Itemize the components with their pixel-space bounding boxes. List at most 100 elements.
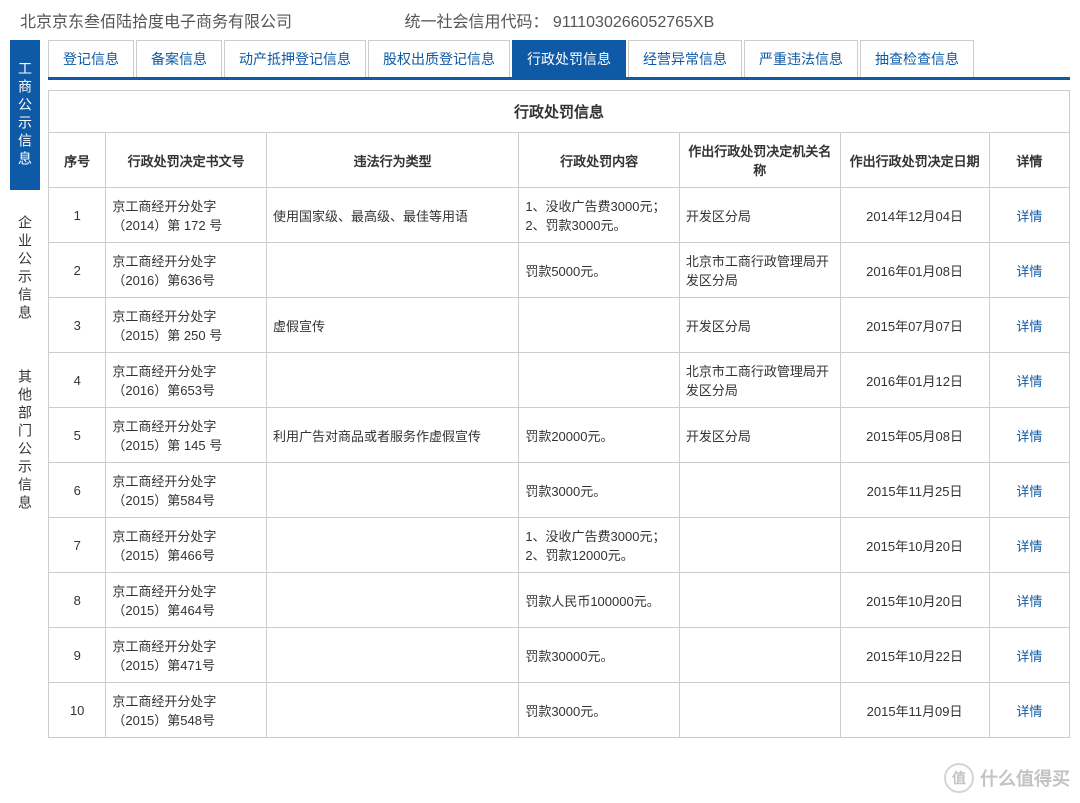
cell-org (679, 518, 840, 573)
detail-link[interactable]: 详情 (1016, 594, 1042, 609)
cell-org (679, 573, 840, 628)
tab-7[interactable]: 抽查检查信息 (860, 40, 974, 77)
tab-2[interactable]: 动产抵押登记信息 (224, 40, 366, 77)
table-row: 10京工商经开分处字（2015）第548号罚款3000元。2015年11月09日… (49, 683, 1070, 738)
detail-link[interactable]: 详情 (1016, 264, 1042, 279)
detail-link[interactable]: 详情 (1016, 484, 1042, 499)
cell-detail: 详情 (989, 573, 1069, 628)
cell-detail: 详情 (989, 518, 1069, 573)
cell-no: 4 (49, 353, 106, 408)
col-header-6: 详情 (989, 133, 1069, 188)
table-row: 4京工商经开分处字（2016）第653号北京市工商行政管理局开发区分局2016年… (49, 353, 1070, 408)
cell-detail: 详情 (989, 188, 1069, 243)
cell-org: 开发区分局 (679, 188, 840, 243)
cell-date: 2015年11月25日 (840, 463, 989, 518)
detail-link[interactable]: 详情 (1016, 319, 1042, 334)
cell-type (266, 243, 518, 298)
table-row: 2京工商经开分处字（2016）第636号罚款5000元。北京市工商行政管理局开发… (49, 243, 1070, 298)
cell-type (266, 628, 518, 683)
sidebar-item-2[interactable]: 其他部门公示信息 (10, 348, 40, 534)
cell-type (266, 573, 518, 628)
cell-doc: 京工商经开分处字（2015）第584号 (106, 463, 267, 518)
tab-bar: 登记信息备案信息动产抵押登记信息股权出质登记信息行政处罚信息经营异常信息严重违法… (48, 40, 1070, 80)
cell-type (266, 463, 518, 518)
cell-no: 3 (49, 298, 106, 353)
penalty-table: 行政处罚信息 序号行政处罚决定书文号违法行为类型行政处罚内容作出行政处罚决定机关… (48, 90, 1070, 738)
detail-link[interactable]: 详情 (1016, 539, 1042, 554)
cell-date: 2015年11月09日 (840, 683, 989, 738)
cell-org: 开发区分局 (679, 298, 840, 353)
cell-content: 罚款5000元。 (519, 243, 680, 298)
cell-no: 10 (49, 683, 106, 738)
sidebar-item-1[interactable]: 企业公示信息 (10, 194, 40, 344)
cell-no: 5 (49, 408, 106, 463)
tab-1[interactable]: 备案信息 (136, 40, 222, 77)
cell-detail: 详情 (989, 353, 1069, 408)
cell-type (266, 353, 518, 408)
cell-org: 北京市工商行政管理局开发区分局 (679, 353, 840, 408)
table-row: 1京工商经开分处字（2014）第 172 号使用国家级、最高级、最佳等用语1、没… (49, 188, 1070, 243)
cell-content: 1、没收广告费3000元； 2、罚款3000元。 (519, 188, 680, 243)
cell-date: 2015年10月22日 (840, 628, 989, 683)
cell-no: 6 (49, 463, 106, 518)
cell-no: 1 (49, 188, 106, 243)
cell-date: 2016年01月12日 (840, 353, 989, 408)
cell-date: 2015年10月20日 (840, 573, 989, 628)
watermark-text: 什么值得买 (980, 765, 1070, 791)
cell-detail: 详情 (989, 628, 1069, 683)
cell-date: 2015年10月20日 (840, 518, 989, 573)
watermark: 值 什么值得买 (944, 763, 1070, 793)
cell-no: 7 (49, 518, 106, 573)
detail-link[interactable]: 详情 (1016, 649, 1042, 664)
tab-6[interactable]: 严重违法信息 (744, 40, 858, 77)
table-row: 8京工商经开分处字（2015）第464号 罚款人民币100000元。 2015年10… (49, 573, 1070, 628)
table-row: 7京工商经开分处字（2015）第466号 1、没收广告费3000元； 2、罚款12… (49, 518, 1070, 573)
cell-detail: 详情 (989, 683, 1069, 738)
cell-doc: 京工商经开分处字（2015）第 250 号 (106, 298, 267, 353)
cell-org: 开发区分局 (679, 408, 840, 463)
col-header-3: 行政处罚内容 (519, 133, 680, 188)
company-name: 北京京东叁佰陆拾度电子商务有限公司 (20, 8, 400, 32)
table-row: 5京工商经开分处字（2015）第 145 号利用广告对商品或者服务作虚假宣传罚款… (49, 408, 1070, 463)
cell-org (679, 628, 840, 683)
tab-3[interactable]: 股权出质登记信息 (368, 40, 510, 77)
credit-code-value: 9111030266052765XB (553, 14, 714, 31)
cell-type: 虚假宣传 (266, 298, 518, 353)
col-header-2: 违法行为类型 (266, 133, 518, 188)
cell-content (519, 298, 680, 353)
credit-code-label: 统一社会信用代码： (404, 8, 548, 32)
tab-0[interactable]: 登记信息 (48, 40, 134, 77)
table-row: 3京工商经开分处字（2015）第 250 号虚假宣传 开发区分局2015年07月0… (49, 298, 1070, 353)
page-header: 北京京东叁佰陆拾度电子商务有限公司 统一社会信用代码： 911103026605… (0, 0, 1080, 40)
detail-link[interactable]: 详情 (1016, 704, 1042, 719)
cell-doc: 京工商经开分处字（2014）第 172 号 (106, 188, 267, 243)
detail-link[interactable]: 详情 (1016, 209, 1042, 224)
cell-content: 罚款3000元。 (519, 683, 680, 738)
cell-content: 罚款30000元。 (519, 628, 680, 683)
detail-link[interactable]: 详情 (1016, 374, 1042, 389)
cell-doc: 京工商经开分处字（2015）第464号 (106, 573, 267, 628)
cell-content: 罚款人民币100000元。 (519, 573, 680, 628)
cell-date: 2015年05月08日 (840, 408, 989, 463)
tab-4[interactable]: 行政处罚信息 (512, 40, 626, 77)
cell-org (679, 463, 840, 518)
cell-no: 2 (49, 243, 106, 298)
cell-date: 2016年01月08日 (840, 243, 989, 298)
cell-content: 罚款3000元。 (519, 463, 680, 518)
cell-detail: 详情 (989, 463, 1069, 518)
cell-content: 1、没收广告费3000元； 2、罚款12000元。 (519, 518, 680, 573)
col-header-1: 行政处罚决定书文号 (106, 133, 267, 188)
cell-doc: 京工商经开分处字（2015）第466号 (106, 518, 267, 573)
cell-doc: 京工商经开分处字（2016）第636号 (106, 243, 267, 298)
cell-detail: 详情 (989, 408, 1069, 463)
cell-doc: 京工商经开分处字（2015）第 145 号 (106, 408, 267, 463)
cell-content: 罚款20000元。 (519, 408, 680, 463)
tab-5[interactable]: 经营异常信息 (628, 40, 742, 77)
cell-date: 2015年07月07日 (840, 298, 989, 353)
sidebar-item-0[interactable]: 工商公示信息 (10, 40, 40, 190)
cell-no: 8 (49, 573, 106, 628)
cell-type (266, 518, 518, 573)
cell-org (679, 683, 840, 738)
detail-link[interactable]: 详情 (1016, 429, 1042, 444)
col-header-5: 作出行政处罚决定日期 (840, 133, 989, 188)
